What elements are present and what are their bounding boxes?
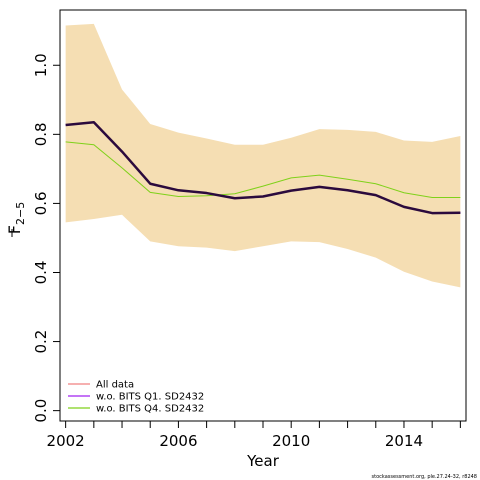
y-axis-label-main: F <box>5 225 24 234</box>
legend-label-1: All data <box>96 380 134 391</box>
legend-label-2: w.o. BITS Q1. SD2432 <box>96 392 204 403</box>
y-tick-label: 0.8 <box>32 122 50 146</box>
y-tick-label: 0.6 <box>32 191 50 215</box>
x-tick-label: 2006 <box>159 432 197 450</box>
x-axis-label: Year <box>246 452 280 470</box>
series-line-3 <box>65 141 461 199</box>
y-tick-label: 0.2 <box>32 330 50 354</box>
y-tick-label: 0.4 <box>32 261 50 285</box>
plot-area <box>65 23 461 288</box>
confidence-band <box>65 23 461 288</box>
x-tick-label: 2014 <box>385 432 423 450</box>
footer-credit: stockassessment.org, ple.27.24-32, r8248 <box>372 474 477 480</box>
y-tick-label: 1.0 <box>32 53 50 77</box>
y-axis-label: F2−5 <box>5 202 27 234</box>
legend-label-3: w.o. BITS Q4. SD2432 <box>96 404 204 415</box>
x-tick-label: 2010 <box>272 432 310 450</box>
x-tick-label: 2002 <box>47 432 85 450</box>
axes: 2002 2006 2010 2014 Year 0.0 0.2 0.4 0.6 0.8 1.0 F2… <box>5 9 467 470</box>
y-axis-label-subscript: 2−5 <box>14 202 27 225</box>
main-estimate-line <box>65 121 461 215</box>
y-tick-label: 0.0 <box>32 399 50 423</box>
